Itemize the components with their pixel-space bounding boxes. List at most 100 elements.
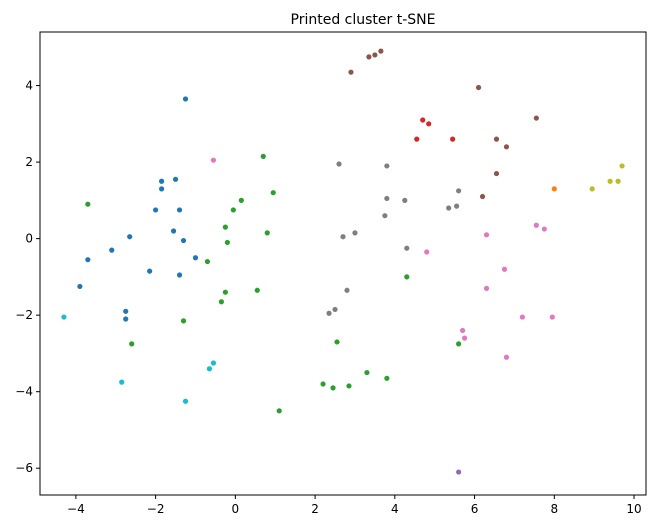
- data-point: [320, 381, 326, 387]
- data-point: [446, 205, 452, 211]
- y-tick-label: −6: [15, 461, 33, 475]
- data-point: [222, 224, 228, 230]
- data-point: [210, 157, 217, 163]
- data-point: [533, 115, 539, 121]
- data-point: [475, 84, 482, 91]
- data-point: [382, 213, 388, 219]
- data-point: [501, 266, 508, 272]
- data-point: [340, 234, 346, 240]
- data-points: [61, 48, 625, 475]
- data-point: [204, 258, 211, 265]
- data-point: [332, 306, 338, 313]
- data-point: [615, 178, 621, 184]
- y-tick-label: 4: [25, 79, 33, 93]
- data-point: [461, 335, 468, 341]
- data-point: [450, 136, 456, 142]
- data-point: [334, 339, 340, 345]
- data-point: [424, 249, 430, 255]
- data-point: [158, 186, 165, 192]
- x-tick-label: 0: [232, 502, 240, 516]
- data-point: [336, 161, 342, 167]
- data-point: [607, 178, 613, 184]
- y-tick-label: 2: [25, 155, 33, 169]
- data-point: [238, 197, 244, 203]
- y-tick-label: −4: [15, 385, 33, 399]
- x-tick-label: −4: [67, 502, 85, 516]
- x-tick-label: 4: [391, 502, 399, 516]
- data-point: [210, 360, 217, 366]
- data-point: [153, 207, 159, 213]
- data-point: [384, 375, 390, 381]
- data-point: [158, 178, 165, 184]
- data-point: [551, 186, 557, 192]
- data-point: [460, 327, 466, 334]
- data-point: [483, 232, 490, 238]
- data-point: [348, 69, 354, 75]
- data-point: [454, 203, 460, 209]
- data-point: [230, 207, 236, 213]
- data-point: [346, 383, 352, 389]
- x-tick-label: 2: [311, 502, 319, 516]
- data-point: [206, 366, 213, 372]
- x-tick-label: 6: [471, 502, 479, 516]
- data-point: [503, 354, 510, 360]
- data-point: [176, 207, 183, 213]
- data-point: [270, 190, 276, 196]
- data-point: [456, 469, 462, 475]
- data-point: [326, 310, 332, 316]
- data-point: [109, 247, 115, 253]
- data-point: [619, 163, 625, 169]
- data-point: [402, 197, 408, 203]
- data-point: [147, 268, 153, 274]
- data-point: [218, 299, 225, 305]
- data-point: [372, 52, 378, 58]
- data-point: [384, 195, 390, 202]
- data-point: [493, 170, 500, 177]
- data-point: [170, 228, 177, 234]
- data-point: [61, 314, 67, 320]
- data-point: [172, 176, 179, 182]
- data-point: [182, 96, 189, 102]
- data-point: [123, 308, 129, 314]
- data-point: [420, 117, 426, 123]
- data-point: [378, 48, 384, 54]
- axis-ticks: −4 −2 0 2 4 6 8 10 −6 −4 −2 0 2 4: [15, 79, 641, 516]
- data-point: [260, 153, 266, 159]
- data-point: [519, 314, 526, 320]
- data-point: [127, 234, 133, 240]
- x-tick-label: −2: [147, 502, 165, 516]
- data-point: [254, 287, 260, 293]
- data-point: [533, 222, 539, 228]
- data-point: [129, 341, 135, 347]
- data-point: [85, 257, 91, 263]
- data-point: [276, 408, 282, 414]
- data-point: [364, 369, 370, 376]
- data-point: [224, 239, 230, 246]
- data-point: [426, 121, 432, 127]
- x-tick-label: 8: [550, 502, 558, 516]
- plot-frame: [39, 31, 647, 496]
- data-point: [479, 193, 486, 200]
- data-point: [182, 398, 189, 404]
- data-point: [77, 283, 83, 290]
- data-point: [589, 186, 595, 192]
- data-point: [119, 379, 125, 385]
- data-point: [414, 136, 420, 142]
- x-tick-label: 10: [626, 502, 641, 516]
- data-point: [344, 287, 350, 293]
- data-point: [352, 230, 358, 236]
- data-point: [483, 285, 490, 291]
- data-point: [264, 230, 270, 236]
- data-point: [493, 136, 500, 142]
- data-point: [180, 237, 187, 244]
- data-point: [192, 255, 199, 261]
- data-point: [180, 318, 187, 324]
- data-point: [85, 201, 91, 207]
- data-point: [456, 341, 462, 347]
- y-tick-label: 0: [25, 232, 33, 246]
- data-point: [384, 163, 390, 169]
- data-point: [366, 54, 372, 60]
- data-point: [541, 226, 547, 232]
- data-point: [222, 289, 228, 295]
